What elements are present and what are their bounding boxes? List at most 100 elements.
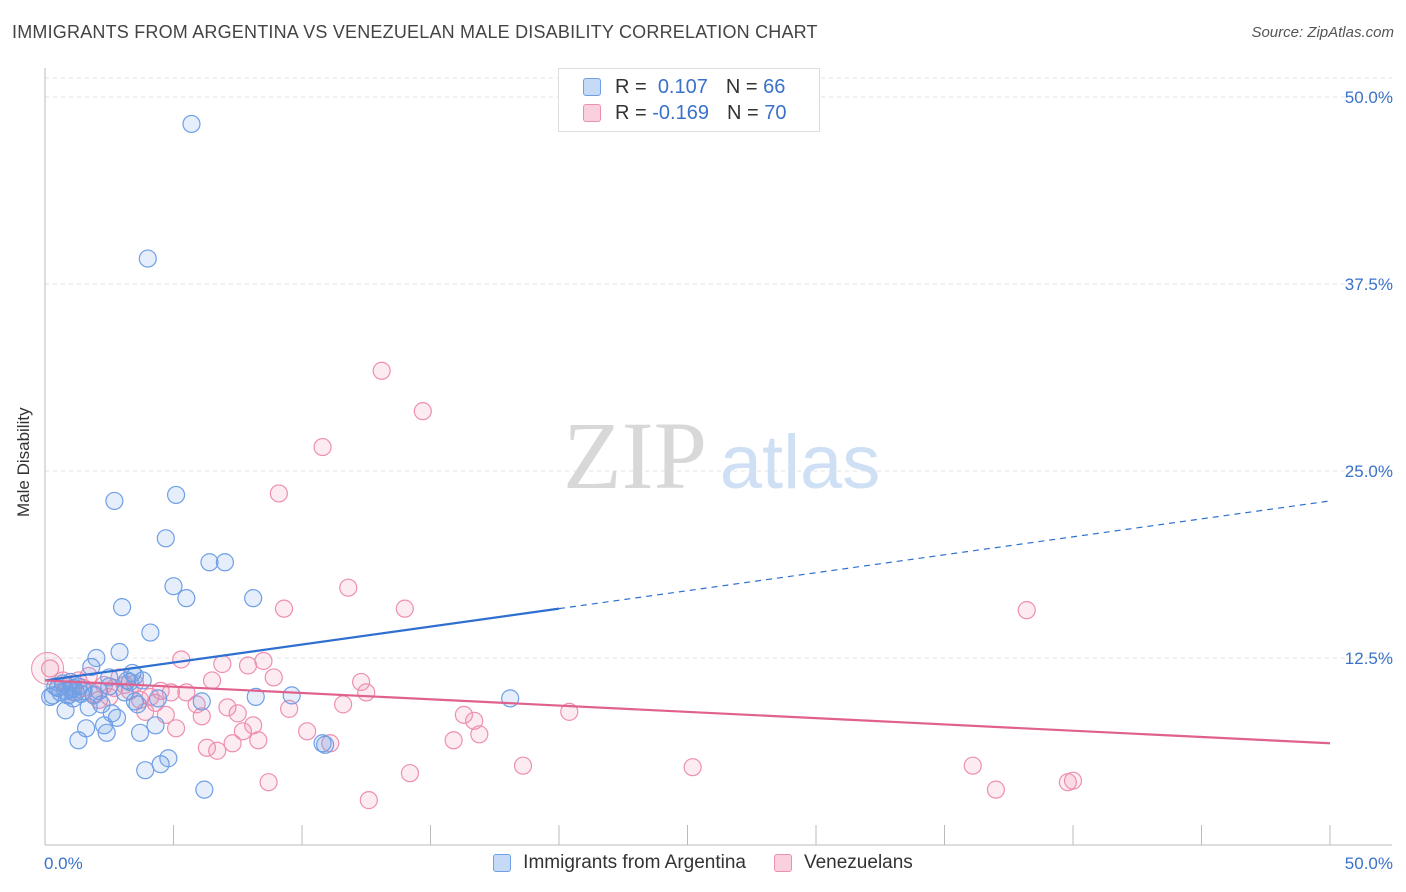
point-venezuelans: [249, 731, 268, 750]
point-venezuelans: [213, 654, 232, 674]
point-venezuelans: [313, 437, 332, 457]
point-argentina: [125, 692, 145, 711]
point-venezuelans: [269, 484, 288, 503]
y-tick-label: 37.5%: [1345, 275, 1393, 294]
point-argentina: [107, 708, 127, 727]
n-value: 70: [764, 101, 787, 124]
point-venezuelans: [400, 764, 420, 783]
point-argentina: [182, 114, 201, 134]
point-argentina: [313, 734, 332, 753]
point-argentina: [56, 701, 75, 720]
point-argentina: [244, 589, 263, 608]
point-venezuelans: [372, 361, 391, 380]
trend-line-venezuelans: [44, 679, 1331, 745]
axes: [44, 68, 1392, 846]
point-argentina: [164, 577, 183, 596]
point-venezuelans: [357, 683, 376, 702]
point-venezuelans: [166, 719, 186, 738]
point-argentina: [82, 657, 101, 677]
point-venezuelans: [254, 651, 273, 671]
point-venezuelans: [238, 656, 258, 675]
point-argentina: [97, 723, 116, 742]
point-argentina: [195, 780, 214, 799]
point-argentina: [77, 719, 96, 738]
watermark-zip: ZIP: [563, 402, 707, 509]
point-venezuelans: [298, 722, 317, 741]
legend-label: Immigrants from Argentina: [523, 852, 746, 873]
point-argentina: [64, 678, 83, 698]
legend-row-venezuelans: R = -0.169 N = 70: [583, 101, 786, 125]
point-argentina: [105, 491, 124, 511]
point-venezuelans: [986, 780, 1006, 799]
point-venezuelans: [41, 659, 60, 678]
point-venezuelans: [218, 698, 237, 717]
point-argentina: [41, 687, 60, 706]
point-venezuelans: [280, 699, 299, 718]
x-tick-label: 0.0%: [44, 854, 83, 873]
point-venezuelans: [454, 705, 474, 724]
point-venezuelans: [197, 738, 217, 757]
trend-line-argentina: [44, 607, 560, 682]
series-legend: Immigrants from Argentina Venezuelans: [0, 852, 1406, 874]
trend-lines: [44, 500, 1331, 745]
n-label: N =: [725, 75, 758, 98]
point-venezuelans: [413, 402, 432, 421]
swatch-argentina: [583, 78, 601, 96]
r-label: R =: [615, 75, 647, 98]
gridlines: [45, 77, 1392, 659]
point-argentina: [92, 695, 111, 714]
point-venezuelans: [1063, 771, 1083, 790]
tick-labels: 12.5% 25.0% 37.5% 50.0% 0.0% 50.0%: [44, 88, 1393, 873]
point-venezuelans: [233, 722, 252, 741]
r-value: 0.107: [657, 75, 708, 98]
point-argentina: [120, 672, 139, 692]
point-argentina: [215, 553, 234, 572]
point-venezuelans: [1017, 601, 1036, 620]
point-venezuelans: [228, 704, 247, 723]
y-tick-label: 12.5%: [1345, 649, 1393, 668]
point-argentina: [177, 589, 196, 608]
trend-line-argentina-extension: [558, 500, 1331, 610]
point-venezuelans: [359, 791, 378, 810]
argentina-points: [41, 114, 520, 799]
legend-label: Venezuelans: [803, 852, 913, 873]
n-value: 66: [763, 75, 786, 98]
point-argentina: [130, 723, 150, 742]
legend-item-venezuelans: Venezuelans: [773, 852, 913, 874]
point-venezuelans: [334, 695, 353, 714]
point-venezuelans: [192, 707, 211, 726]
x-tick-label: 50.0%: [1345, 854, 1393, 873]
point-venezuelans: [465, 711, 484, 730]
point-venezuelans: [963, 756, 982, 775]
point-venezuelans: [202, 671, 222, 690]
point-argentina: [166, 485, 186, 505]
point-argentina: [192, 692, 211, 711]
chart-title: IMMIGRANTS FROM ARGENTINA VS VENEZUELAN …: [12, 22, 818, 42]
point-argentina: [156, 529, 175, 548]
point-venezuelans: [187, 695, 206, 714]
r-label: R =: [615, 101, 647, 124]
point-argentina: [246, 687, 265, 706]
point-venezuelans: [683, 758, 702, 777]
point-venezuelans: [470, 725, 489, 744]
r-value: -0.169: [652, 101, 709, 124]
y-tick-label: 25.0%: [1345, 462, 1393, 481]
point-argentina: [136, 761, 155, 780]
point-venezuelans: [339, 578, 358, 597]
point-argentina: [148, 689, 168, 708]
venezuelans-points: [31, 361, 1083, 810]
point-venezuelans: [259, 773, 278, 792]
point-argentina: [110, 642, 129, 662]
point-argentina: [200, 553, 219, 572]
point-venezuelans: [208, 741, 227, 760]
legend-row-argentina: R = 0.107 N = 66: [583, 75, 785, 99]
point-argentina: [138, 249, 157, 268]
point-venezuelans: [274, 599, 294, 618]
point-argentina: [282, 686, 301, 705]
legend-item-argentina: Immigrants from Argentina: [493, 852, 746, 874]
swatch-venezuelans: [583, 104, 601, 122]
watermark-atlas: atlas: [720, 420, 881, 505]
swatch-argentina: [493, 854, 512, 872]
point-venezuelans: [444, 731, 463, 750]
